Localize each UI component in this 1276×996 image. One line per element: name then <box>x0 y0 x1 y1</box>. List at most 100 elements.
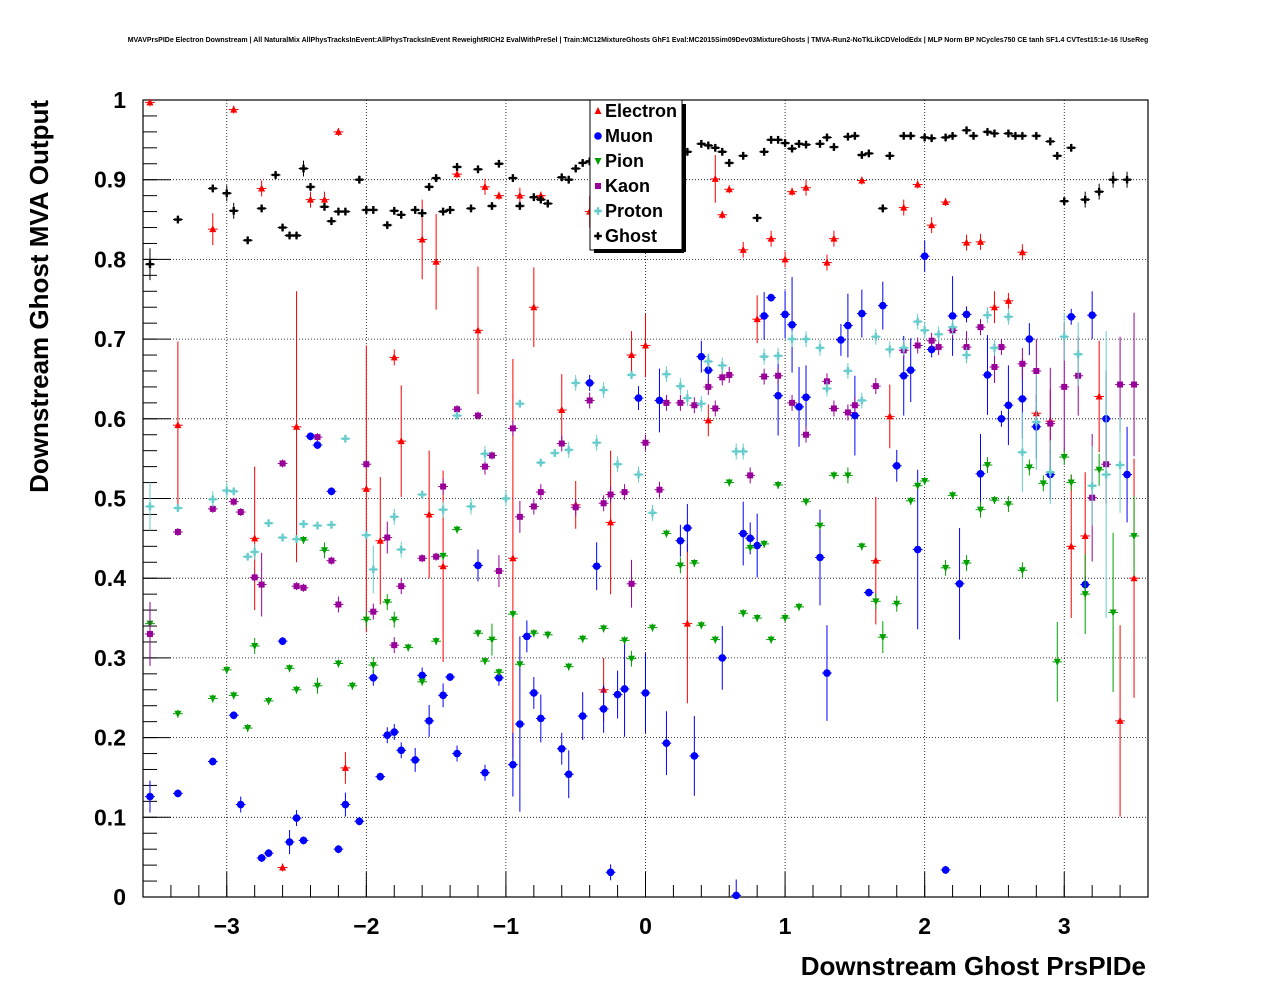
muon-point <box>849 375 860 456</box>
ghost-point <box>801 140 811 149</box>
marker <box>690 560 698 568</box>
marker <box>697 622 705 630</box>
marker <box>802 335 810 343</box>
marker <box>474 630 482 638</box>
marker <box>341 763 349 771</box>
marker <box>656 486 663 493</box>
marker <box>369 662 377 670</box>
marker <box>530 503 537 510</box>
marker <box>628 655 636 663</box>
marker <box>571 164 580 173</box>
pion-point <box>228 691 239 700</box>
electron-point <box>173 341 183 509</box>
marker <box>969 132 978 140</box>
electron-point <box>431 213 442 310</box>
pion-point <box>947 491 958 500</box>
marker <box>265 697 273 705</box>
marker <box>963 560 971 568</box>
ghost-point <box>508 174 518 183</box>
pion-point <box>759 539 770 548</box>
marker <box>425 717 433 725</box>
marker <box>872 556 880 564</box>
marker <box>900 203 908 211</box>
marker <box>872 332 880 341</box>
marker <box>335 601 342 608</box>
electron-point <box>822 254 832 271</box>
kaon-point <box>626 559 637 608</box>
marker <box>663 399 670 406</box>
ghost-point <box>382 221 393 230</box>
pion-point <box>801 497 811 506</box>
proton-point <box>961 347 972 364</box>
muon-point <box>577 692 588 740</box>
marker <box>718 148 727 156</box>
kaon-point <box>989 351 1000 383</box>
marker <box>306 183 315 191</box>
marker <box>725 479 733 487</box>
marker <box>146 792 154 801</box>
muon-point <box>940 865 951 874</box>
marker <box>1123 470 1131 479</box>
marker <box>1039 480 1047 488</box>
marker <box>279 863 287 871</box>
electron-point <box>514 187 525 204</box>
ghost-point <box>431 174 442 183</box>
electron-point <box>940 198 951 207</box>
marker <box>390 616 398 624</box>
proton-point <box>242 552 253 561</box>
marker <box>697 140 706 148</box>
ghost-point <box>926 134 937 143</box>
marker <box>509 611 517 619</box>
ghost-point <box>389 206 400 215</box>
kaon-point <box>801 426 811 443</box>
marker <box>977 324 984 331</box>
marker <box>586 397 593 404</box>
proton-point <box>801 331 811 348</box>
marker <box>991 363 998 370</box>
pion-point <box>389 611 400 628</box>
muon-point <box>717 626 728 690</box>
marker <box>314 434 321 441</box>
marker <box>607 518 615 526</box>
legend-label: Kaon <box>605 176 650 196</box>
muon-point <box>863 588 874 597</box>
marker <box>1046 468 1055 476</box>
ghost-point <box>738 151 749 160</box>
muon-point <box>535 694 546 743</box>
proton-point <box>682 390 693 407</box>
marker <box>454 406 461 413</box>
electron-point <box>926 217 937 234</box>
ghost-point <box>542 199 553 208</box>
electron-point <box>1003 292 1014 309</box>
kaon-point <box>759 368 770 385</box>
proton-point <box>661 366 672 383</box>
marker <box>481 463 488 470</box>
marker <box>530 689 538 697</box>
marker <box>257 204 266 213</box>
marker <box>537 191 545 199</box>
marker <box>1018 448 1027 457</box>
marker <box>1109 609 1117 617</box>
pion-point <box>494 668 504 677</box>
marker <box>934 330 943 339</box>
muon-point <box>438 683 448 708</box>
marker <box>739 610 747 618</box>
electron-point <box>766 230 777 247</box>
electron-point <box>249 466 260 611</box>
kaon-point <box>870 378 881 395</box>
ghost-point <box>340 207 351 216</box>
ghost-point <box>1059 197 1070 206</box>
marker <box>963 238 971 246</box>
kaon-point <box>1017 347 1028 380</box>
marker <box>1060 332 1069 341</box>
muon-point <box>675 524 686 557</box>
series-pion <box>145 449 1139 733</box>
legend-marker <box>594 207 602 215</box>
muon-point <box>556 732 567 765</box>
pion-point <box>221 665 232 674</box>
proton-point <box>919 322 930 339</box>
marker <box>223 666 231 674</box>
muon-point <box>410 747 421 772</box>
muon-point <box>633 386 644 411</box>
kaon-point <box>570 499 581 516</box>
